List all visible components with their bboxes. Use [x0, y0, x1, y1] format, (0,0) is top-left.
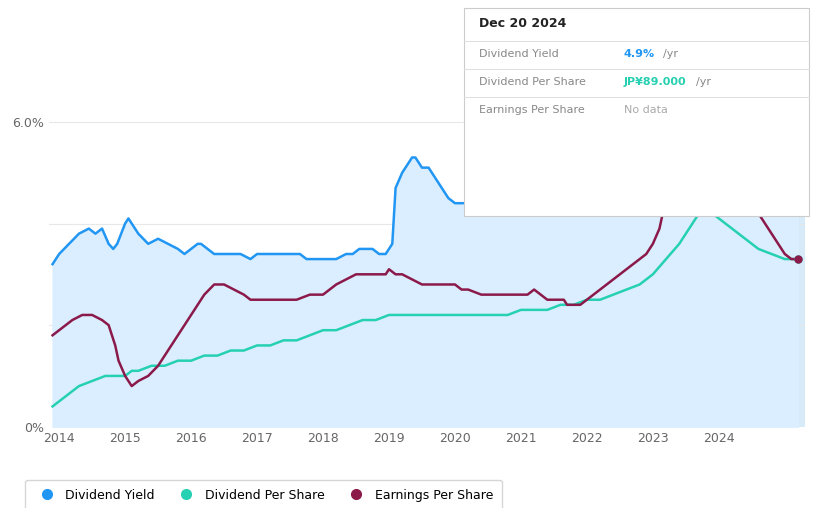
- Text: /yr: /yr: [663, 49, 678, 59]
- Legend: Dividend Yield, Dividend Per Share, Earnings Per Share: Dividend Yield, Dividend Per Share, Earn…: [25, 480, 502, 508]
- Text: /yr: /yr: [696, 77, 711, 87]
- Text: Dec 20 2024: Dec 20 2024: [479, 17, 566, 30]
- Text: 4.9%: 4.9%: [624, 49, 655, 59]
- Text: Earnings Per Share: Earnings Per Share: [479, 105, 585, 115]
- Text: Past: Past: [713, 102, 739, 115]
- Text: Dividend Per Share: Dividend Per Share: [479, 77, 585, 87]
- Bar: [708, 81, 805, 427]
- Text: JP¥89.000: JP¥89.000: [624, 77, 686, 87]
- Text: Dividend Yield: Dividend Yield: [479, 49, 558, 59]
- Text: No data: No data: [624, 105, 667, 115]
